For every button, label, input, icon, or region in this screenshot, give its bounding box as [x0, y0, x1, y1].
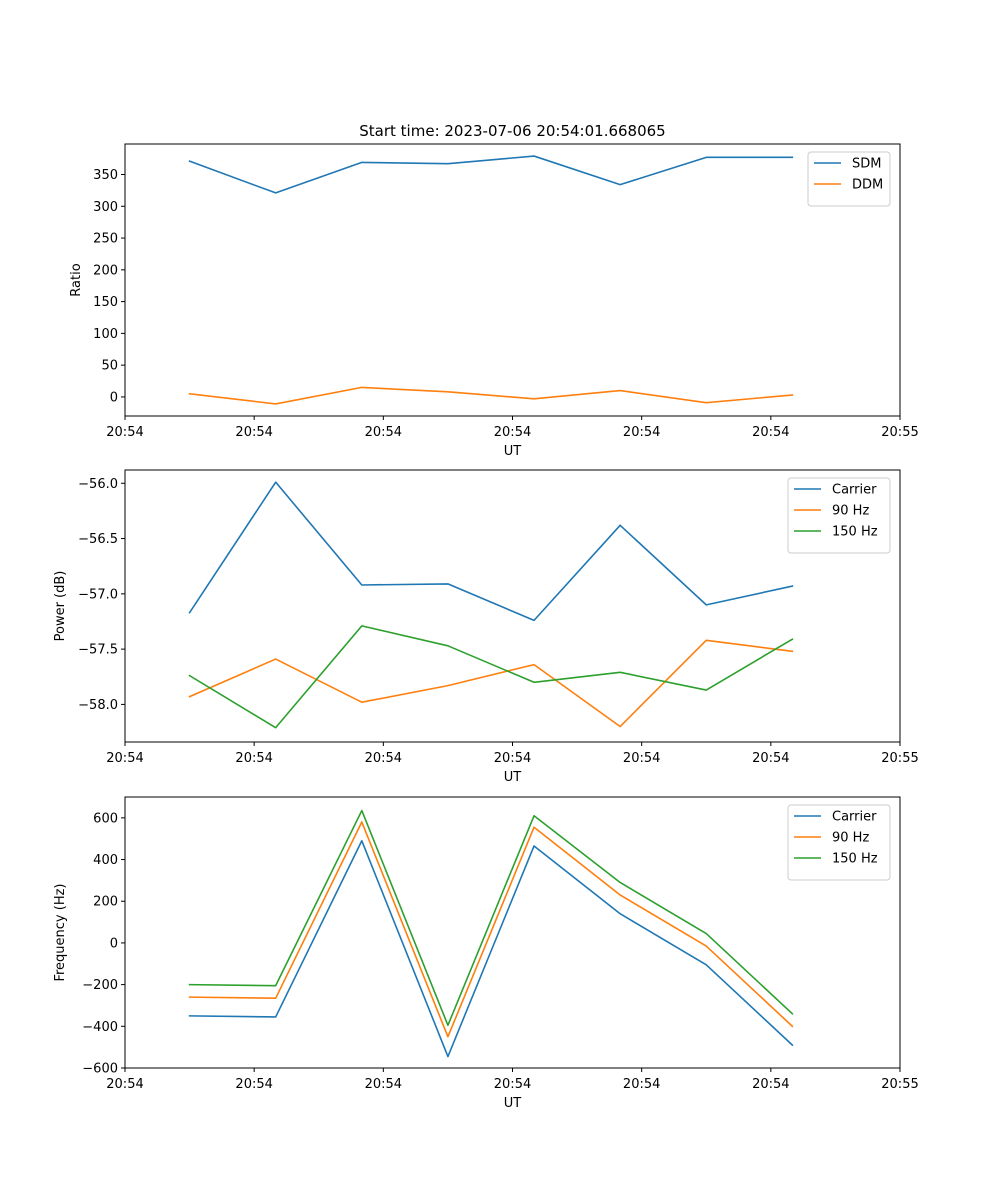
x-tick-label: 20:54	[365, 751, 402, 766]
x-tick-label: 20:54	[494, 751, 531, 766]
legend-label: DDM	[852, 178, 883, 193]
y-tick-label: −56.0	[78, 477, 118, 492]
legend-label: 150 Hz	[832, 525, 878, 540]
y-tick-label: 200	[93, 263, 118, 278]
legend-label: Carrier	[832, 810, 877, 825]
x-tick-label: 20:55	[881, 1077, 918, 1092]
x-tick-label: 20:54	[752, 751, 789, 766]
x-tick-label: 20:54	[365, 1077, 402, 1092]
y-tick-label: −200	[82, 978, 118, 993]
y-tick-label: −58.0	[78, 698, 118, 713]
x-tick-label: 20:54	[106, 425, 143, 440]
legend: Carrier 90 Hz 150 Hz	[788, 478, 890, 553]
y-tick-label: −600	[82, 1062, 118, 1077]
x-tick-label: 20:54	[752, 425, 789, 440]
x-tick-label: 20:54	[235, 425, 272, 440]
y-tick-label: 400	[93, 853, 118, 868]
y-tick-label: 300	[93, 200, 118, 215]
y-tick-label: −57.0	[78, 587, 118, 602]
legend-label: 150 Hz	[832, 852, 878, 867]
x-axis-label: UT	[504, 444, 522, 459]
x-tick-label: 20:54	[494, 1077, 531, 1092]
y-tick-label: −400	[82, 1020, 118, 1035]
figure: 20:54 20:54 20:54 20:54 20:54 20:54 20:55 0 50 10…	[0, 0, 1000, 1200]
x-axis-label: UT	[504, 770, 522, 785]
legend-label: 90 Hz	[832, 831, 869, 846]
y-tick-label: 0	[110, 936, 118, 951]
x-tick-label: 20:54	[235, 751, 272, 766]
x-tick-label: 20:55	[881, 425, 918, 440]
legend-label: 90 Hz	[832, 504, 869, 519]
y-tick-label: 250	[93, 232, 118, 247]
y-tick-label: 200	[93, 895, 118, 910]
x-tick-label: 20:55	[881, 751, 918, 766]
legend-label: SDM	[852, 157, 881, 172]
y-tick-label: −57.5	[78, 643, 118, 658]
x-tick-label: 20:54	[623, 751, 660, 766]
legend: Carrier 90 Hz 150 Hz	[788, 805, 890, 880]
x-tick-label: 20:54	[623, 1077, 660, 1092]
y-axis-label: Power (dB)	[53, 571, 68, 642]
x-tick-label: 20:54	[235, 1077, 272, 1092]
y-tick-label: −56.5	[78, 532, 118, 547]
y-tick-label: 600	[93, 811, 118, 826]
y-tick-label: 350	[93, 168, 118, 183]
legend: SDM DDM	[808, 152, 890, 206]
y-tick-label: 100	[93, 327, 118, 342]
x-axis-label: UT	[504, 1096, 522, 1111]
chart-title: Start time: 2023-07-06 20:54:01.668065	[359, 122, 665, 140]
y-axis-label: Frequency (Hz)	[53, 883, 68, 981]
x-tick-label: 20:54	[106, 1077, 143, 1092]
y-tick-label: 50	[101, 359, 118, 374]
y-axis-label: Ratio	[69, 263, 84, 296]
x-tick-label: 20:54	[752, 1077, 789, 1092]
y-tick-label: 150	[93, 295, 118, 310]
x-tick-label: 20:54	[623, 425, 660, 440]
y-tick-label: 0	[110, 390, 118, 405]
x-tick-label: 20:54	[494, 425, 531, 440]
x-tick-label: 20:54	[365, 425, 402, 440]
legend-label: Carrier	[832, 483, 877, 498]
x-tick-label: 20:54	[106, 751, 143, 766]
